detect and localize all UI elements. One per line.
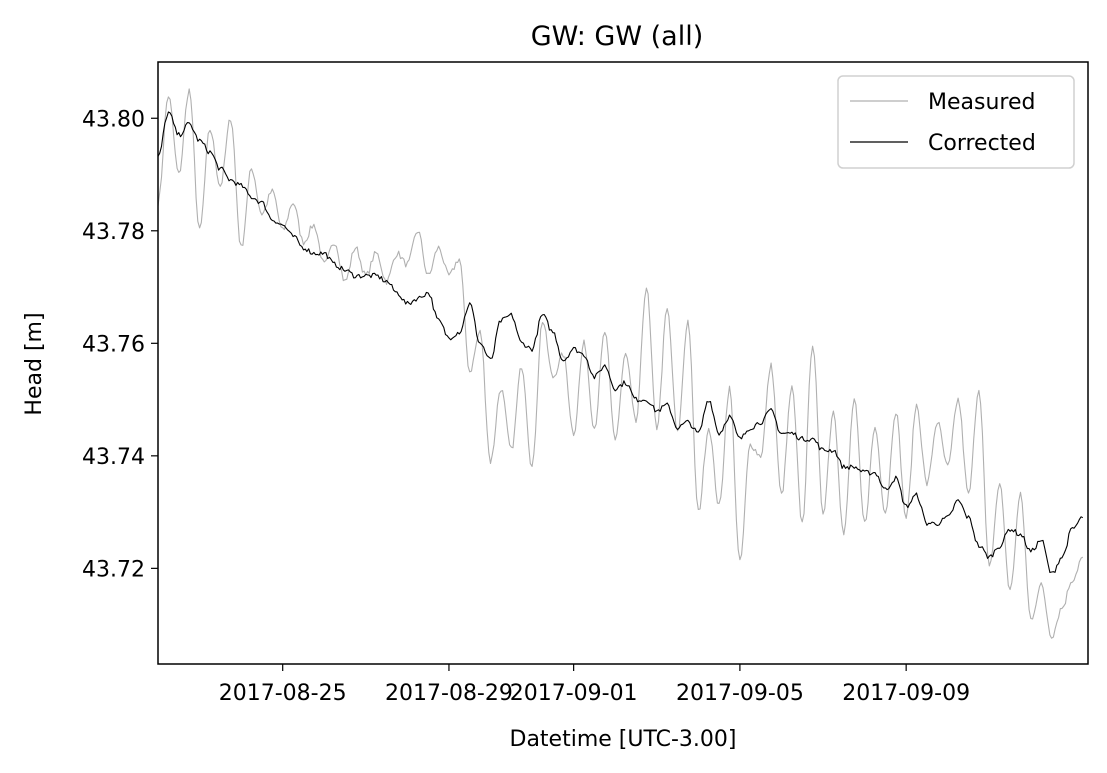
x-tick-label: 2017-09-05 [676,681,804,706]
x-tick-label: 2017-09-01 [510,681,638,706]
axes-frame [157,61,1089,665]
y-tick-label: 43.74 [82,445,145,470]
legend: Measured Corrected [837,75,1075,169]
legend-label-measured: Measured [928,90,1035,115]
y-tick-label: 43.72 [82,557,145,582]
plot-area [158,88,1084,639]
x-tick-label: 2017-09-09 [842,681,970,706]
x-tick-label: 2017-08-25 [219,681,347,706]
y-tick-label: 43.80 [82,107,145,132]
series-line-measured [158,88,1084,639]
x-tick-label: 2017-08-29 [385,681,513,706]
legend-box [837,75,1075,169]
y-axis: 43.72 43.74 43.76 43.78 43.80 [82,107,158,582]
y-axis-label: Head [m] [22,312,47,415]
chart-title: GW: GW (all) [531,21,704,52]
legend-label-corrected: Corrected [928,131,1036,156]
y-tick-label: 43.78 [82,220,145,245]
y-tick-label: 43.76 [82,332,145,357]
x-axis-label: Datetime [UTC-3.00] [510,727,737,752]
series-line-corrected [158,111,1084,574]
